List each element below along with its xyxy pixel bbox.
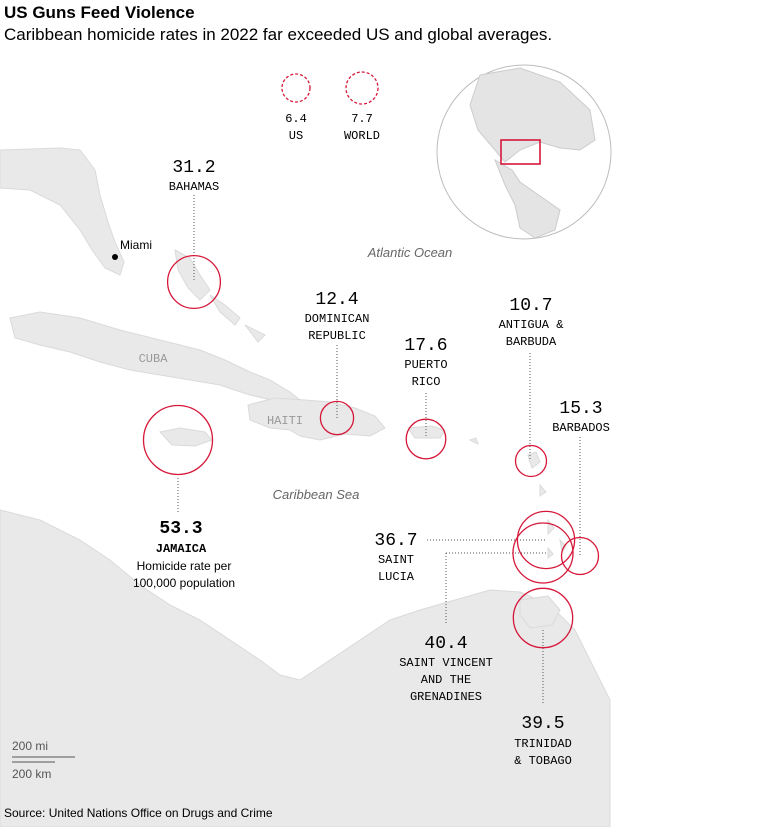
country-name-7: AND THE [421, 673, 471, 687]
rate-value-1: 12.4 [315, 290, 358, 310]
country-name-2: RICO [412, 375, 441, 389]
rate-circle-3 [514, 444, 548, 478]
rate-circle-4 [560, 536, 600, 576]
haiti-label: HAITI [267, 414, 303, 428]
country-name-3: ANTIGUA & [499, 318, 564, 332]
country-name-5: JAMAICA [156, 542, 207, 556]
country-name-4: BARBADOS [552, 421, 610, 435]
rate-value-4: 15.3 [559, 399, 602, 419]
miami-label: Miami [120, 238, 152, 252]
miami-dot [112, 254, 118, 260]
chart-subtitle: Caribbean homicide rates in 2022 far exc… [4, 25, 553, 44]
country-name-1: DOMINICAN [305, 312, 370, 326]
jamaica-note-line1: Homicide rate per [137, 559, 232, 573]
jamaica-isle [159, 427, 213, 447]
rate-value-2: 17.6 [404, 336, 447, 356]
legend-us-circle [281, 73, 311, 103]
legend-us-label: US [289, 129, 303, 143]
scale-miles: 200 mi [12, 739, 48, 753]
country-name-3: BARBUDA [506, 335, 557, 349]
rate-circle-2 [405, 418, 447, 460]
rate-circle-8 [512, 587, 574, 649]
legend-us-value: 6.4 [285, 112, 307, 126]
legend [281, 71, 379, 105]
country-name-8: & TOBAGO [514, 754, 572, 768]
caribbean-label: Caribbean Sea [273, 487, 360, 502]
lesser-antilles [468, 437, 567, 560]
bahamas-isles [174, 249, 266, 343]
country-name-0: BAHAMAS [169, 180, 219, 194]
legend-world-value: 7.7 [351, 112, 373, 126]
country-name-7: GRENADINES [410, 690, 482, 704]
country-name-6: LUCIA [378, 570, 415, 584]
rate-circle-0 [166, 254, 222, 310]
florida [0, 147, 125, 276]
scale-km: 200 km [12, 767, 51, 781]
rate-value-7: 40.4 [424, 634, 467, 654]
atlantic-label: Atlantic Ocean [367, 245, 453, 260]
rate-circle-1 [319, 400, 355, 436]
globe-inset [436, 64, 612, 240]
rate-circle-5 [142, 404, 214, 476]
mainland-south [0, 509, 611, 827]
rate-value-8: 39.5 [521, 714, 564, 734]
jamaica-note-line2: 100,000 population [133, 576, 235, 590]
country-name-6: SAINT [378, 553, 414, 567]
country-name-8: TRINIDAD [514, 737, 572, 751]
legend-world-circle [345, 71, 379, 105]
rate-circle-6 [516, 510, 576, 570]
cuba-label: CUBA [139, 352, 169, 366]
rate-value-6: 36.7 [374, 531, 417, 551]
rate-value-0: 31.2 [172, 158, 215, 178]
legend-world-label: WORLD [344, 129, 380, 143]
chart-title: US Guns Feed Violence [4, 3, 195, 22]
country-name-2: PUERTO [404, 358, 447, 372]
source-note: Source: United Nations Office on Drugs a… [4, 806, 273, 820]
rate-circle-7 [512, 522, 574, 584]
leader-lines [177, 195, 581, 705]
trinidad-isle [519, 595, 561, 629]
country-name-1: REPUBLIC [308, 329, 366, 343]
globe-highlight-box [500, 139, 541, 165]
country-name-7: SAINT VINCENT [399, 656, 493, 670]
rate-value-5: 53.3 [159, 519, 202, 539]
land [0, 147, 611, 827]
rate-circles [142, 254, 600, 649]
country-labels: 31.2 BAHAMAS 12.4 DOMINICAN REPUBLIC 17.6 PUER… [156, 158, 610, 768]
rate-value-3: 10.7 [509, 296, 552, 316]
